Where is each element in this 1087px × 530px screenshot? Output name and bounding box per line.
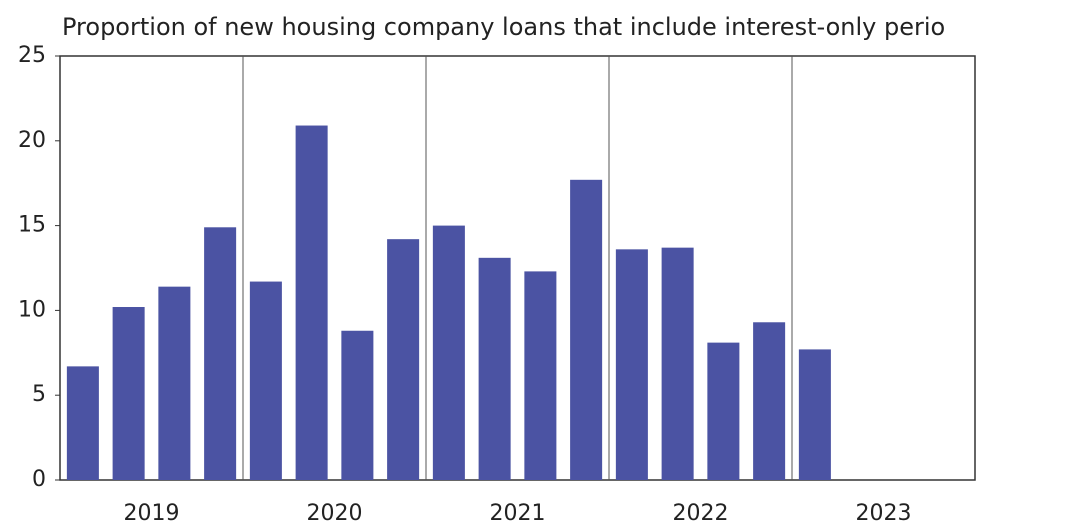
plot-frame (59, 55, 976, 481)
bar (204, 227, 237, 480)
bar (387, 239, 420, 480)
y-tick-label: 20 (18, 128, 46, 153)
bar (158, 286, 191, 480)
y-tick-label: 5 (32, 382, 46, 407)
chart-title: Proportion of new housing company loans … (62, 13, 945, 41)
y-tick-label: 0 (32, 467, 46, 492)
bar (570, 179, 603, 481)
x-group-label: 2022 (673, 501, 729, 526)
bar (615, 249, 648, 480)
bar (341, 330, 374, 480)
bar (249, 281, 282, 480)
y-tick-label: 25 (18, 43, 46, 68)
bar (432, 225, 465, 480)
bar (707, 342, 740, 480)
bar (753, 322, 786, 480)
bar (661, 247, 694, 480)
y-tick-label: 10 (18, 297, 46, 322)
x-group-label: 2023 (856, 501, 912, 526)
y-tick-label: 15 (18, 213, 46, 238)
bar (524, 271, 557, 480)
x-group-label: 2020 (307, 501, 363, 526)
x-group-label: 2019 (124, 501, 180, 526)
x-group-label: 2021 (490, 501, 546, 526)
bar (478, 257, 511, 480)
bar (295, 125, 328, 480)
bar (112, 307, 145, 480)
bar (798, 349, 831, 480)
bar (66, 366, 99, 480)
